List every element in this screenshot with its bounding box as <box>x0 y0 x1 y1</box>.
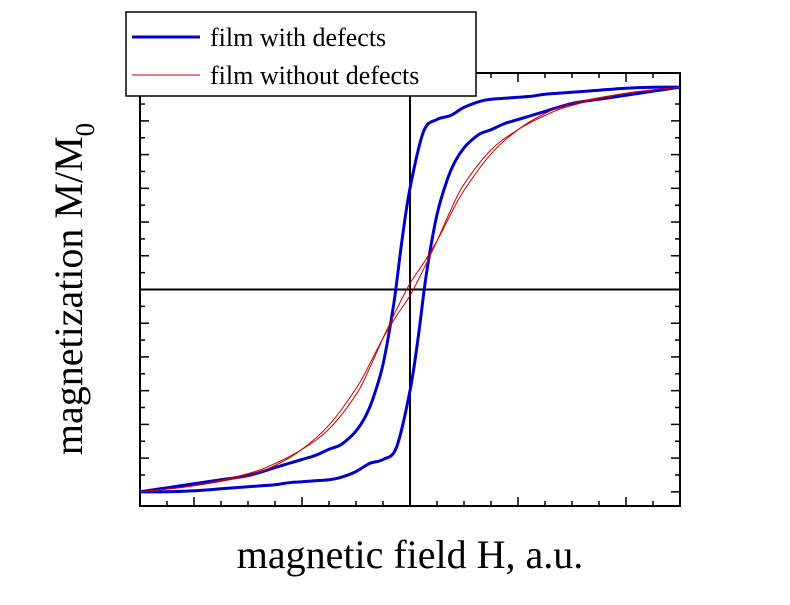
y-axis-label-group: magnetization M/M0 <box>46 123 100 455</box>
legend-box <box>125 11 477 97</box>
x-axis-label: magnetic field H, a.u. <box>237 532 584 577</box>
legend-label-film-with-defects: film with defects <box>210 23 386 52</box>
series-layer <box>139 85 681 494</box>
y-axis-label: magnetization M/M0 <box>46 123 100 455</box>
series-line-with-defects-branch-1 <box>139 85 681 494</box>
y-axis-label-main: magnetization M/M <box>46 136 91 455</box>
series-line-with-defects-branch-0 <box>139 85 681 494</box>
legend: film with defects film without defects <box>125 11 477 97</box>
y-axis-label-subscript: 0 <box>70 123 100 137</box>
legend-label-film-without-defects: film without defects <box>210 61 419 90</box>
series-line-without-defects-branch-0 <box>139 86 681 493</box>
series-line-without-defects-branch-1 <box>139 86 681 493</box>
